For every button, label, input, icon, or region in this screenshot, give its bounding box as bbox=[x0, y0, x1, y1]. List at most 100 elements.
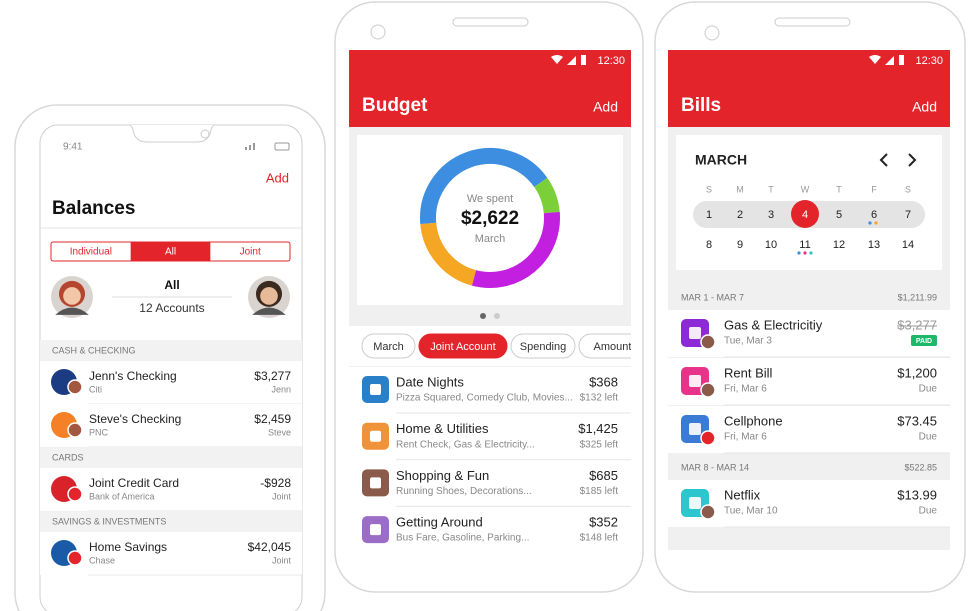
calendar-day[interactable]: 3 bbox=[768, 209, 774, 221]
category-amount: $1,425 bbox=[578, 421, 618, 436]
calendar-day[interactable]: 11 bbox=[799, 239, 810, 251]
bill-row[interactable] bbox=[668, 480, 950, 527]
bill-glyph bbox=[689, 497, 701, 509]
budget-row[interactable] bbox=[349, 460, 631, 507]
wifi-icon bbox=[551, 55, 563, 64]
account-name: Jenn's Checking bbox=[89, 369, 177, 383]
account-row[interactable] bbox=[40, 361, 302, 404]
budget-row[interactable] bbox=[349, 507, 631, 553]
filter-label[interactable]: Joint Account bbox=[430, 341, 495, 353]
account-owner: Jenn bbox=[271, 384, 291, 394]
bill-amount: $3,277 bbox=[897, 317, 937, 332]
account-row[interactable] bbox=[40, 404, 302, 447]
group-header bbox=[668, 455, 950, 480]
next-month[interactable] bbox=[908, 153, 917, 167]
avatar-body bbox=[252, 307, 286, 315]
calendar-day[interactable]: 2 bbox=[737, 209, 743, 221]
filter-chip[interactable] bbox=[510, 333, 576, 359]
bill-amount: $1,200 bbox=[897, 365, 937, 380]
add-button[interactable]: Add bbox=[266, 170, 289, 185]
battery-icon bbox=[274, 142, 290, 151]
add-button[interactable]: Add bbox=[912, 99, 937, 115]
category-amount: $368 bbox=[589, 374, 618, 389]
avatar-body bbox=[55, 307, 89, 315]
bill-status: PAID bbox=[916, 338, 932, 345]
summary-title: All bbox=[164, 278, 179, 292]
section-header bbox=[40, 447, 302, 468]
budget-row[interactable] bbox=[349, 367, 631, 413]
account-name: Joint Credit Card bbox=[89, 476, 179, 490]
battery-icon bbox=[581, 55, 586, 65]
bill-glyph bbox=[689, 423, 701, 435]
bill-row[interactable] bbox=[668, 406, 950, 453]
filter-chip[interactable] bbox=[361, 333, 416, 359]
section-title: CASH & CHECKING bbox=[52, 345, 136, 355]
bill-name: Gas & Electricitiy bbox=[724, 317, 823, 332]
calendar-day[interactable]: 5 bbox=[836, 209, 842, 221]
filter-chip[interactable] bbox=[418, 333, 508, 359]
group-total: $1,211.99 bbox=[898, 292, 937, 302]
status-time: 12:30 bbox=[597, 55, 625, 67]
calendar-day[interactable]: 13 bbox=[868, 239, 880, 251]
category-details: Pizza Squared, Comedy Club, Movies... bbox=[396, 393, 573, 404]
owner-badge bbox=[700, 382, 716, 398]
calendar-day[interactable]: 1 bbox=[706, 209, 712, 221]
weekday: S bbox=[905, 184, 911, 194]
bill-row[interactable] bbox=[668, 310, 950, 357]
bank-name: Chase bbox=[89, 555, 115, 565]
donut-segment bbox=[534, 177, 560, 214]
screen-title: Budget bbox=[362, 95, 428, 116]
event-dot bbox=[874, 221, 878, 225]
group-range: MAR 1 - MAR 7 bbox=[681, 292, 744, 302]
status-icons bbox=[245, 143, 255, 150]
summary-subtitle: 12 Accounts bbox=[139, 301, 204, 315]
tab[interactable]: All bbox=[165, 247, 176, 258]
bill-glyph bbox=[689, 375, 701, 387]
filter-label[interactable]: Amount: bbox=[594, 341, 635, 353]
weekday: T bbox=[768, 184, 774, 194]
calendar-day[interactable]: 9 bbox=[737, 239, 743, 251]
account-row[interactable] bbox=[40, 532, 302, 575]
calendar-day[interactable]: 10 bbox=[765, 239, 777, 251]
group-total: $522.85 bbox=[904, 462, 937, 472]
calendar-day[interactable]: 7 bbox=[905, 209, 911, 221]
tab[interactable]: Individual bbox=[70, 247, 112, 258]
budget-screen: 12:30 Budget Add We spent $2,622 March March Jo… bbox=[349, 50, 649, 553]
filter-chip[interactable] bbox=[578, 333, 649, 359]
speaker bbox=[452, 17, 529, 27]
section-title: SAVINGS & INVESTMENTS bbox=[52, 516, 166, 526]
category-details: Running Shoes, Decorations... bbox=[396, 486, 532, 497]
filter-label[interactable]: Spending bbox=[520, 341, 567, 353]
calendar-day[interactable]: 14 bbox=[902, 239, 914, 251]
account-amount: -$928 bbox=[260, 476, 291, 490]
bill-date: Fri, Mar 6 bbox=[724, 432, 767, 443]
bill-status: Due bbox=[919, 506, 938, 517]
calendar-day[interactable]: 6 bbox=[871, 209, 877, 221]
category-amount: $352 bbox=[589, 515, 618, 530]
speaker bbox=[774, 17, 851, 27]
bank-name: Citi bbox=[89, 384, 102, 394]
calendar-day[interactable]: 12 bbox=[833, 239, 845, 251]
category-name: Shopping & Fun bbox=[396, 468, 489, 483]
budget-row[interactable] bbox=[349, 413, 631, 460]
donut-caption: We spent bbox=[467, 193, 513, 205]
tab-selected bbox=[130, 242, 211, 261]
account-name: Steve's Checking bbox=[89, 412, 181, 426]
wifi-icon bbox=[869, 55, 881, 64]
filter-label[interactable]: March bbox=[373, 341, 404, 353]
account-amount: $2,459 bbox=[254, 412, 291, 426]
event-dot bbox=[809, 251, 813, 255]
prev-month[interactable] bbox=[879, 153, 888, 167]
account-owner: Joint bbox=[272, 555, 292, 565]
calendar-day[interactable]: 4 bbox=[802, 209, 808, 221]
account-amount: $3,277 bbox=[254, 369, 291, 383]
add-button[interactable]: Add bbox=[593, 99, 618, 115]
tab[interactable]: Joint bbox=[240, 247, 261, 258]
account-row[interactable] bbox=[40, 468, 302, 511]
owner-badge bbox=[67, 550, 83, 566]
calendar-day[interactable]: 8 bbox=[706, 239, 712, 251]
page-dot bbox=[494, 313, 500, 319]
bill-row[interactable] bbox=[668, 358, 950, 405]
